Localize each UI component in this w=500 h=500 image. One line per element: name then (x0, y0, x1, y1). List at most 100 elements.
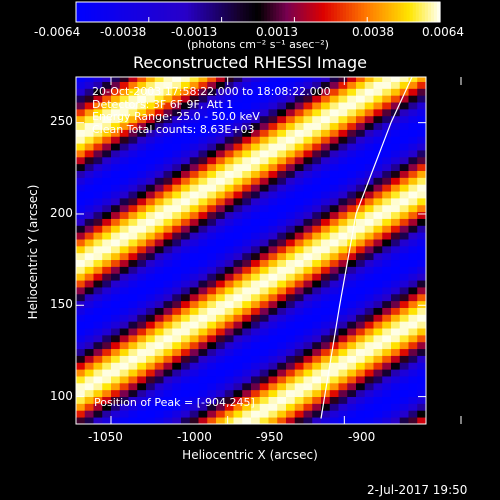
heatmap-cell (356, 348, 366, 356)
heatmap-cell (242, 307, 252, 315)
heatmap-cell (102, 382, 112, 391)
heatmap-cell (189, 232, 199, 240)
heatmap-cell (172, 170, 182, 178)
heatmap-cell (189, 307, 199, 315)
heatmap-cell (356, 136, 366, 144)
heatmap-cell (268, 293, 278, 302)
heatmap-cell (119, 321, 129, 329)
heatmap-cell (111, 102, 121, 110)
heatmap-cell (329, 369, 339, 377)
heatmap-cell (163, 218, 173, 226)
heatmap-cell (154, 95, 164, 103)
heatmap-cell (207, 95, 217, 103)
heatmap-cell (408, 389, 418, 398)
heatmap-cell (137, 108, 147, 117)
heatmap-cell (119, 129, 129, 137)
heatmap-cell (408, 81, 418, 89)
colorbar-cell (236, 2, 241, 22)
heatmap-cell (189, 245, 199, 254)
heatmap-cell (312, 191, 322, 199)
heatmap-cell (382, 170, 392, 178)
heatmap-cell (172, 177, 182, 185)
heatmap-cell (224, 95, 234, 103)
heatmap-cell (137, 348, 147, 356)
heatmap-cell (364, 239, 374, 247)
heatmap-cell (417, 334, 426, 343)
heatmap-cell (163, 108, 173, 117)
heatmap-cell (119, 184, 129, 192)
heatmap-cell (251, 273, 261, 281)
colorbar-cell (382, 2, 386, 22)
heatmap-cell (277, 252, 287, 261)
colorbar-cell (254, 2, 259, 22)
heatmap-cell (277, 136, 287, 144)
heatmap-cell (181, 177, 191, 185)
colorbar-cell (406, 2, 411, 22)
heatmap-cell (373, 334, 383, 343)
heatmap-cell (128, 150, 138, 158)
heatmap-cell (364, 122, 374, 130)
heatmap-cell (382, 259, 392, 267)
heatmap-cell (172, 211, 182, 219)
heatmap-cell (356, 239, 366, 247)
heatmap-cell (391, 273, 401, 281)
heatmap-cell (93, 403, 103, 411)
heatmap-cell (172, 280, 182, 288)
heatmap-cell (224, 334, 234, 343)
heatmap-cell (224, 156, 234, 165)
heatmap-cell (251, 163, 261, 171)
heatmap-cell (198, 334, 208, 343)
heatmap-cell (268, 369, 278, 377)
heatmap-cell (408, 163, 418, 171)
heatmap-cell (181, 403, 191, 411)
heatmap-cell (312, 396, 322, 404)
heatmap-cell (338, 197, 348, 206)
heatmap-cell (294, 403, 304, 411)
heatmap-cell (399, 396, 409, 404)
heatmap-cell (233, 328, 243, 336)
heatmap-cell (111, 163, 121, 171)
heatmap-cell (329, 197, 339, 206)
heatmap-cell (233, 225, 243, 233)
heatmap-cell (189, 334, 199, 343)
heatmap-cell (224, 163, 234, 171)
heatmap-cell (373, 307, 383, 315)
heatmap-cell (154, 252, 164, 261)
heatmap-cell (356, 81, 366, 89)
heatmap-cell (163, 376, 173, 384)
heatmap-cell (76, 382, 86, 391)
heatmap-cell (198, 129, 208, 137)
heatmap-cell (259, 266, 269, 274)
heatmap-cell (399, 273, 409, 281)
heatmap-cell (294, 266, 304, 274)
heatmap-cell (259, 280, 269, 288)
heatmap-cell (207, 150, 217, 158)
y-tick-label: 100 (50, 389, 73, 403)
heatmap-cell (111, 150, 121, 158)
heatmap-cell (321, 197, 331, 206)
heatmap-cell (189, 348, 199, 356)
heatmap-cell (338, 348, 348, 356)
heatmap-cell (408, 334, 418, 343)
heatmap-cell (146, 280, 156, 288)
heatmap-cell (76, 328, 86, 336)
colorbar-cell (330, 2, 335, 22)
heatmap-cell (242, 150, 252, 158)
heatmap-cell (303, 389, 313, 398)
heatmap-cell (373, 280, 383, 288)
heatmap-cell (329, 314, 339, 322)
heatmap-cell (172, 273, 182, 281)
heatmap-cell (321, 341, 331, 350)
heatmap-cell (119, 300, 129, 308)
annotation-energy-range: Energy Range: 25.0 - 50.0 keV (92, 110, 260, 123)
heatmap-cell (277, 239, 287, 247)
heatmap-cell (224, 293, 234, 302)
heatmap-cell (242, 389, 252, 398)
heatmap-cell (356, 115, 366, 124)
heatmap-cell (233, 396, 243, 404)
heatmap-cell (137, 273, 147, 281)
colorbar-cell (191, 2, 195, 22)
heatmap-cell (84, 287, 94, 295)
heatmap-cell (163, 403, 173, 411)
heatmap-cell (294, 239, 304, 247)
